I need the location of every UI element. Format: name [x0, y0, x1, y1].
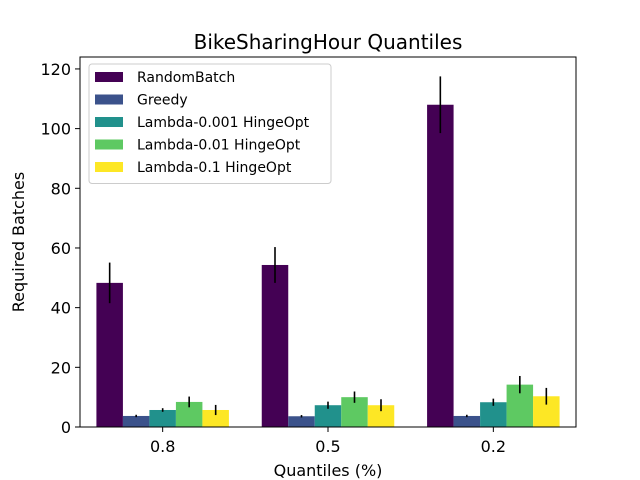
x-tick-label-0: 0.8 [150, 437, 175, 456]
bar-0-0 [96, 282, 123, 427]
legend-label-2: Lambda-0.001 HingeOpt [137, 115, 310, 131]
y-tick-label-2: 40 [51, 299, 71, 318]
legend: RandomBatch Greedy Lambda-0.001 HingeOpt La… [88, 63, 332, 184]
bar-2-1 [314, 405, 342, 427]
bar-2-2 [480, 402, 507, 427]
bar-4-1 [367, 405, 395, 427]
x-axis-label: Quantiles (%) [274, 461, 383, 480]
y-tick-label-5: 100 [40, 120, 71, 139]
legend-swatch-4 [95, 162, 123, 172]
bar-1-0 [122, 415, 150, 427]
bar-0-1 [261, 264, 289, 427]
chart-title: BikeSharingHour Quantiles [194, 30, 463, 54]
legend-swatch-1 [95, 94, 123, 105]
y-axis: 0 20 40 60 80 100 120 [40, 60, 80, 437]
bar-4-0 [202, 409, 229, 427]
y-tick-label-0: 0 [61, 418, 71, 437]
y-tick-label-3: 60 [51, 239, 71, 258]
y-tick-label-1: 20 [51, 358, 71, 377]
legend-swatch-0 [95, 72, 123, 82]
legend-label-0: RandomBatch [137, 70, 235, 86]
bar-1-1 [288, 416, 315, 427]
legend-label-3: Lambda-0.01 HingeOpt [137, 138, 301, 154]
y-axis-label: Required Batches [9, 172, 28, 312]
legend-swatch-3 [95, 139, 123, 150]
bar-1-2 [453, 415, 481, 427]
y-tick-label-6: 120 [40, 60, 71, 79]
legend-label-1: Greedy [137, 93, 188, 109]
x-axis: 0.8 0.5 0.2 [150, 427, 506, 456]
x-tick-label-1: 0.5 [315, 437, 340, 456]
bars-group [96, 104, 560, 427]
bar-0-2 [427, 104, 454, 427]
error-bars-group [108, 76, 548, 418]
x-tick-label-2: 0.2 [481, 437, 506, 456]
legend-box [88, 63, 332, 184]
legend-swatch-2 [95, 117, 123, 127]
bar-2-0 [149, 409, 176, 427]
legend-label-4: Lambda-0.1 HingeOpt [137, 160, 292, 176]
y-tick-label-4: 80 [51, 179, 71, 198]
